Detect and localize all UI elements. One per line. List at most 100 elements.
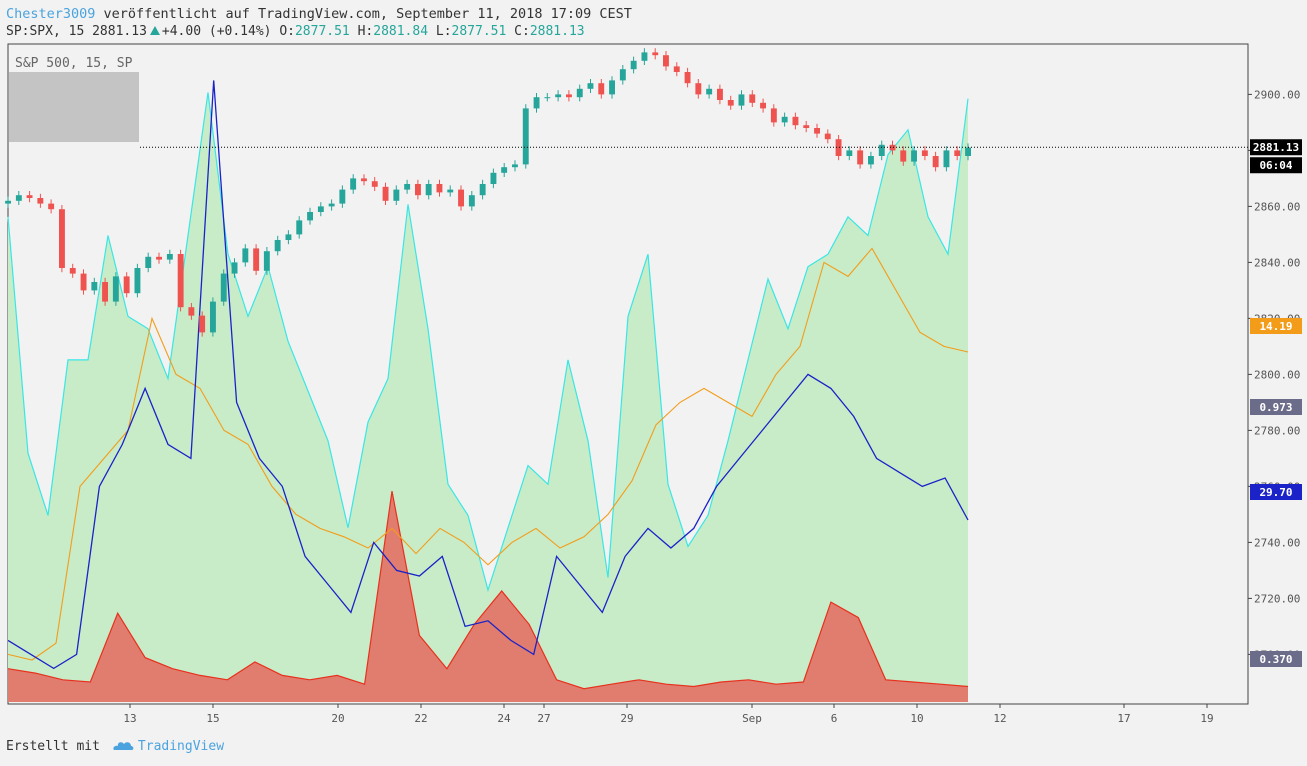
red-value-tag: 0.370 [1259, 653, 1292, 666]
candle-body [900, 150, 907, 162]
candle-body [48, 203, 55, 210]
candle-body [749, 94, 756, 103]
last-price-tag: 2881.13 [1253, 141, 1299, 154]
candle-body [285, 234, 292, 240]
candle-body [630, 60, 637, 70]
candle-body [188, 307, 195, 316]
candle-body [382, 186, 389, 201]
candle-body [59, 209, 65, 268]
blue-series-line [7, 80, 969, 670]
candle-body [361, 178, 367, 182]
red-series-fill [8, 491, 968, 702]
candle-body [587, 83, 594, 89]
orange-value-tag: 14.19 [1259, 320, 1292, 333]
candle-body [274, 240, 281, 252]
candle-body [307, 212, 313, 221]
cyan-series-fill [8, 92, 968, 702]
x-tick-label: 24 [497, 712, 511, 725]
tradingview-link[interactable]: TradingView [137, 739, 225, 754]
candle-body [878, 144, 885, 156]
candle-body [684, 72, 691, 84]
high-value: 2881.84 [373, 24, 429, 39]
up-triangle-icon [149, 26, 160, 35]
candle-body [889, 144, 896, 151]
x-axis: 13 15 20 22 24 27 29 Sep 6 10 12 17 19 [123, 704, 1214, 725]
candle-body [868, 156, 874, 165]
chart-header: Chester3009 veröffentlicht auf TradingVi… [6, 5, 632, 23]
candle-body [404, 184, 411, 190]
candle-body [253, 248, 260, 271]
candle-body [846, 150, 853, 156]
close-label: C: [514, 24, 530, 39]
candlestick-series [5, 48, 971, 337]
candle-body [943, 150, 950, 168]
indicator-fills [8, 92, 968, 702]
close-value: 2881.13 [529, 24, 585, 39]
candle-body [415, 184, 421, 196]
legend-box [9, 72, 139, 142]
candle-body [824, 133, 831, 140]
candle-body [781, 116, 788, 123]
indicator-lines [7, 80, 969, 690]
candle-body [296, 220, 303, 235]
orange-series-line [7, 247, 969, 661]
blue-value-tag-bg [1250, 484, 1302, 500]
candle-body [522, 108, 529, 165]
candle-body [156, 256, 162, 260]
candle-body [490, 172, 497, 184]
candle-body [80, 273, 87, 291]
cyan-series-line [7, 92, 969, 593]
x-tick-label: 10 [910, 712, 923, 725]
y-tick-label: 2800.00 [1254, 368, 1300, 381]
candle-body [921, 150, 928, 156]
last-price-tag-bg [1250, 139, 1302, 156]
open-label: O: [279, 24, 295, 39]
candle-body [263, 251, 270, 271]
x-tick-label: 6 [831, 712, 838, 725]
red-series-line [7, 490, 969, 690]
change-value: +4.00 (+0.14%) [161, 24, 272, 39]
candle-body [37, 198, 44, 204]
candle-body [220, 273, 227, 302]
candle-body [339, 189, 346, 204]
y-tick-label: 2720.00 [1254, 592, 1300, 605]
candle-body [199, 315, 206, 333]
x-tick-label: 19 [1200, 712, 1213, 725]
cyan-value-tag: 0.973 [1259, 401, 1292, 414]
candle-body [652, 52, 659, 56]
last-value: 2881.13 [92, 24, 147, 39]
candle-body [695, 83, 702, 95]
candle-body [965, 147, 971, 156]
candle-body [576, 88, 583, 98]
candle-body [641, 52, 648, 61]
candle-body [468, 195, 475, 207]
y-tick-label: 2900.00 [1254, 88, 1300, 101]
x-tick-label: 15 [206, 712, 219, 725]
ohlc-readout: SP:SPX, 15 2881.13 +4.00 (+0.14%) O:2877.… [6, 23, 585, 41]
candle-body [328, 203, 335, 207]
author-link[interactable]: Chester3009 [6, 6, 96, 22]
candle-body [231, 262, 238, 274]
chart-canvas[interactable]: S&P 500, 15, SP 2700.002720.002740.00276… [0, 0, 1307, 735]
candle-body [479, 184, 486, 196]
candle-body [501, 167, 508, 173]
candle-body [566, 94, 572, 98]
countdown-tag: 06:04 [1259, 159, 1292, 172]
candle-body [609, 80, 615, 95]
candle-body [738, 94, 745, 106]
x-tick-label: Sep [742, 712, 762, 725]
x-tick-label: 20 [331, 712, 344, 725]
orange-value-tag-bg [1250, 318, 1302, 334]
candle-body [458, 189, 464, 207]
open-value: 2877.51 [294, 24, 350, 39]
candle-body [210, 301, 216, 333]
red-value-tag-bg [1250, 651, 1302, 667]
candle-body [134, 268, 141, 294]
candle-body [717, 88, 723, 100]
candle-body [835, 139, 842, 156]
candle-body [436, 184, 443, 193]
candle-body [123, 276, 130, 294]
x-tick-label: 27 [537, 712, 550, 725]
candle-body [803, 125, 810, 128]
publish-info: veröffentlicht auf TradingView.com, Sept… [103, 6, 632, 22]
